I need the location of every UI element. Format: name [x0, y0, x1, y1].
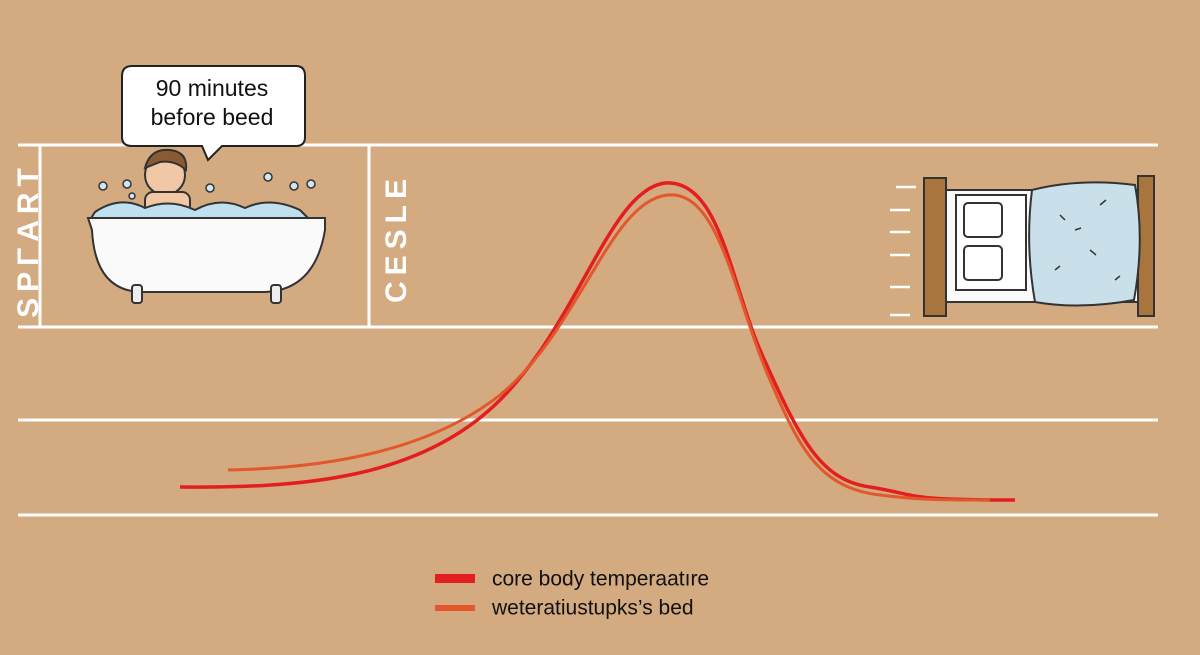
legend-label: weteratiustupks’s bed	[491, 597, 694, 620]
side-label: CESLE	[380, 173, 413, 303]
legend-label: core body temperaatıre	[492, 568, 709, 591]
bathtub	[86, 148, 326, 304]
speech-bubble: 90 minutes before beed	[121, 65, 306, 162]
curve	[227, 193, 991, 502]
legend-swatch	[435, 605, 475, 611]
bubble-text: before beed	[151, 104, 274, 130]
bed	[890, 175, 1155, 317]
bubble-text: 90 minutes	[156, 75, 269, 101]
curve	[179, 181, 1016, 502]
legend-swatch	[435, 574, 475, 583]
side-label: SPΓART	[12, 162, 45, 318]
